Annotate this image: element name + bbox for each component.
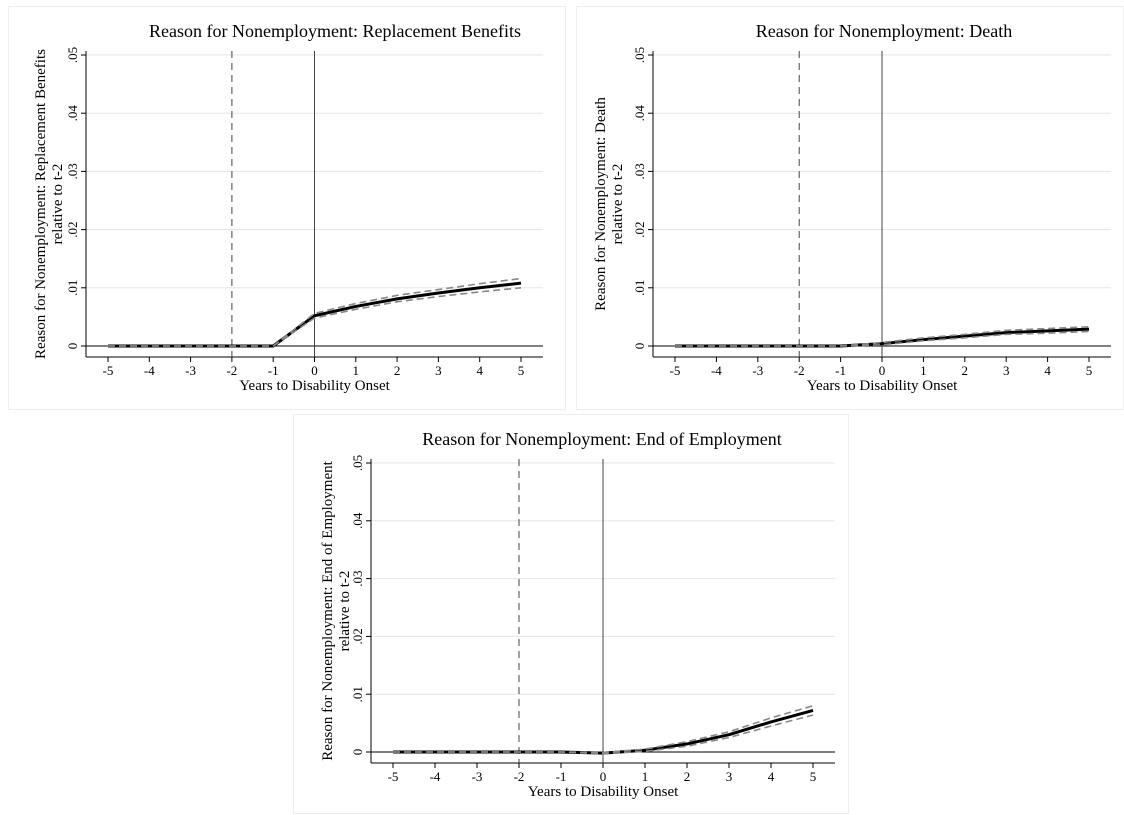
chart-panel-death: Reason for Nonemployment: Death 0 .01 .02 .0…	[576, 6, 1124, 410]
y-tick-label: .02	[350, 628, 365, 644]
x-tick-label: -3	[185, 363, 196, 378]
y-axis-label-line1: Reason for Nonemployment: Replacement Be…	[33, 49, 49, 359]
x-tick-label: -5	[388, 769, 399, 784]
y-tick-label: .04	[65, 105, 80, 122]
y-tick-label: 0	[632, 343, 647, 350]
x-tick-label: -5	[670, 363, 681, 378]
y-tick-label: 0	[65, 343, 80, 350]
x-tick-label: 3	[726, 769, 733, 784]
series-ci-lower-line	[108, 287, 522, 347]
x-tick-label: -4	[144, 363, 155, 378]
x-tick-label: 0	[879, 363, 886, 378]
x-tick-label: 2	[684, 769, 691, 784]
y-tick-label: .01	[350, 686, 365, 702]
y-tick-label: .01	[632, 280, 647, 296]
y-axis-label-line2: relative to t-2	[610, 164, 626, 245]
chart-title: Reason for Nonemployment: Death	[756, 21, 1012, 41]
y-tick-label: .01	[65, 280, 80, 296]
x-tick-label: 2	[394, 363, 401, 378]
x-tick-label: -5	[103, 363, 114, 378]
x-tick-label: 5	[518, 363, 525, 378]
x-tick-label: -2	[514, 769, 525, 784]
x-tick-label: 5	[810, 769, 817, 784]
x-tick-label: 3	[1003, 363, 1010, 378]
series-ci-lower-line	[675, 330, 1090, 347]
y-tick-label: .03	[632, 163, 647, 179]
x-tick-label: 2	[962, 363, 969, 378]
x-tick-label: 0	[600, 769, 607, 784]
x-tick-label: -1	[268, 363, 279, 378]
chart-title: Reason for Nonemployment: Replacement Be…	[149, 21, 521, 41]
y-axis-label-line1: Reason for Nonemployment: Death	[593, 97, 609, 311]
x-tick-label: -1	[556, 769, 567, 784]
x-tick-label: 1	[353, 363, 360, 378]
x-axis-label: Years to Disability Onset	[239, 378, 390, 394]
chart-svg-replacement-benefits: Reason for Nonemployment: Replacement Be…	[33, 21, 543, 394]
chart-panel-end-of-employment: Reason for Nonemployment: End of Employm…	[293, 414, 849, 814]
x-tick-label: -4	[711, 363, 722, 378]
x-tick-label: -2	[794, 363, 805, 378]
chart-title: Reason for Nonemployment: End of Employm…	[422, 429, 781, 449]
x-tick-label: 1	[642, 769, 649, 784]
x-axis-label: Years to Disability Onset	[528, 784, 679, 800]
y-axis-label-line2: relative to t-2	[50, 164, 66, 245]
y-tick-label: .02	[65, 221, 80, 237]
x-tick-label: -4	[430, 769, 441, 784]
y-tick-label: .04	[350, 512, 365, 529]
y-axis-label-line1: Reason for Nonemployment: End of Employm…	[320, 460, 336, 760]
chart-svg-death: Reason for Nonemployment: Death 0 .01 .02 .0…	[593, 21, 1111, 394]
y-tick-label: 0	[350, 749, 365, 756]
x-tick-label: 4	[768, 769, 775, 784]
y-tick-label: .02	[632, 221, 647, 237]
y-axis-label-line2: relative to t-2	[337, 571, 353, 652]
x-tick-label: 4	[476, 363, 483, 378]
chart-svg-end-of-employment: Reason for Nonemployment: End of Employm…	[320, 429, 835, 800]
y-tick-label: .04	[632, 105, 647, 122]
x-tick-label: -2	[226, 363, 237, 378]
y-tick-label: .05	[632, 47, 647, 63]
x-tick-label: -3	[752, 363, 763, 378]
x-tick-label: 4	[1044, 363, 1051, 378]
x-tick-label: -3	[472, 769, 483, 784]
chart-panel-replacement-benefits: Reason for Nonemployment: Replacement Be…	[8, 6, 566, 410]
x-tick-label: 1	[920, 363, 927, 378]
y-tick-label: .05	[65, 47, 80, 63]
series-ci-lower-line	[393, 714, 814, 755]
y-tick-label: .03	[350, 570, 365, 586]
x-tick-label: 0	[311, 363, 318, 378]
y-tick-label: .05	[350, 455, 365, 471]
x-tick-label: -1	[835, 363, 846, 378]
x-tick-label: 3	[435, 363, 442, 378]
x-tick-label: 5	[1086, 363, 1093, 378]
x-axis-label: Years to Disability Onset	[807, 378, 958, 394]
y-tick-label: .03	[65, 163, 80, 179]
